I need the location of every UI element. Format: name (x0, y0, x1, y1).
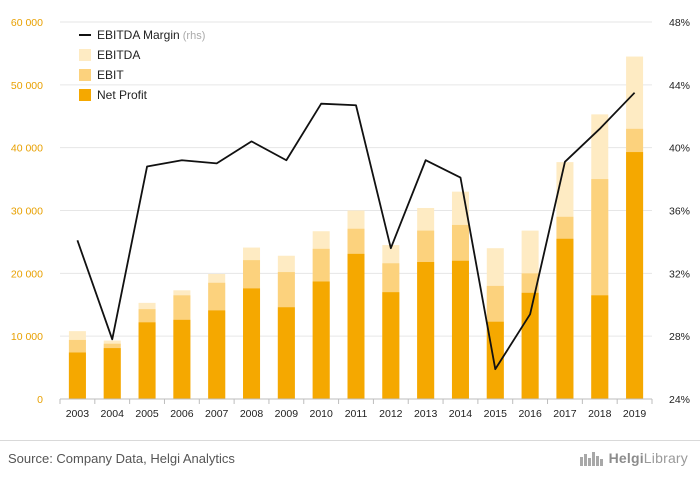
legend: EBITDA Margin (rhs) EBITDA EBIT Net Profit (79, 28, 205, 102)
legend-label: Net Profit (97, 88, 148, 102)
x-tick-label: 2012 (379, 408, 403, 420)
x-tick-label: 2011 (345, 408, 368, 420)
x-tick-label: 2017 (553, 408, 577, 420)
bar-net-profit (312, 281, 330, 399)
x-tick-label: 2008 (240, 408, 264, 420)
x-tick-label: 2019 (623, 408, 647, 420)
x-tick-label: 2018 (588, 408, 612, 420)
axes: 0 10 000 20 000 30 000 40 000 50 000 60 000 24%… (11, 17, 690, 420)
bar-net-profit (417, 262, 435, 399)
y-tick-label: 10 000 (11, 331, 43, 343)
legend-swatch (79, 49, 91, 61)
bar-net-profit (208, 310, 226, 399)
bar-net-profit (347, 253, 365, 399)
y-tick-label: 30 000 (11, 206, 43, 218)
x-tick-label: 2003 (66, 408, 90, 420)
y2-tick-label: 32% (669, 268, 690, 280)
legend-swatch (79, 69, 91, 81)
y-tick-label: 40 000 (11, 143, 43, 155)
x-tick-label: 2015 (484, 408, 508, 420)
bar-net-profit (138, 322, 156, 399)
y2-tick-label: 44% (669, 80, 690, 92)
y2-tick-label: 24% (669, 394, 690, 406)
x-tick-label: 2010 (309, 408, 333, 420)
footer-divider (0, 440, 700, 441)
y2-tick-label: 48% (669, 17, 690, 29)
bar-net-profit (626, 152, 644, 399)
bar-net-profit (103, 348, 121, 399)
brand-name: HelgiLibrary (608, 450, 688, 466)
bar-net-profit (243, 288, 261, 399)
bar-net-profit (556, 238, 574, 399)
chart: 0 10 000 20 000 30 000 40 000 50 000 60 000 24%… (11, 17, 690, 420)
x-tick-label: 2013 (414, 408, 438, 420)
y2-tick-label: 28% (669, 331, 690, 343)
bar-net-profit (451, 260, 469, 399)
y-tick-label: 50 000 (11, 80, 43, 92)
x-tick-label: 2014 (449, 408, 473, 420)
source-note: Source: Company Data, Helgi Analytics (8, 451, 235, 466)
legend-suffix: (rhs) (180, 30, 206, 42)
bars (68, 56, 644, 400)
x-tick-label: 2009 (275, 408, 299, 420)
y-tick-label: 20 000 (11, 268, 43, 280)
bar-net-profit (521, 292, 539, 399)
legend-swatch (79, 89, 91, 101)
y-tick-label: 0 (37, 394, 43, 406)
x-tick-label: 2007 (205, 408, 229, 420)
bar-net-profit (277, 307, 295, 399)
x-tick-label: 2004 (101, 408, 125, 420)
x-tick-label: 2006 (170, 408, 194, 420)
bar-net-profit (173, 319, 191, 399)
brand-icon (579, 452, 603, 466)
x-tick-label: 2016 (518, 408, 542, 420)
legend-label: EBITDA Margin (rhs) (97, 28, 205, 42)
bar-net-profit (382, 292, 400, 399)
y2-tick-label: 40% (669, 143, 690, 155)
y-tick-label: 60 000 (11, 17, 43, 29)
legend-label: EBITDA (97, 48, 140, 62)
bar-net-profit (591, 295, 609, 399)
x-tick-label: 2005 (135, 408, 159, 420)
brand-logo: HelgiLibrary (579, 449, 688, 467)
bar-net-profit (68, 352, 86, 399)
y2-tick-label: 36% (669, 206, 690, 218)
legend-label: EBIT (97, 68, 124, 82)
ebitda-margin-line (76, 92, 636, 371)
ebitda-margin-polyline (76, 92, 636, 371)
